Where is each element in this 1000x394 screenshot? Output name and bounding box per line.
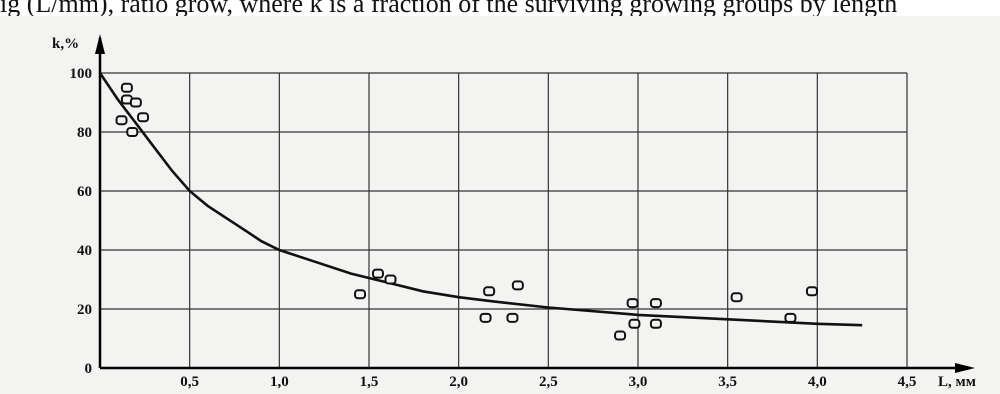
data-point: [126, 127, 139, 137]
data-points: [115, 82, 818, 341]
y-tick-label: 0: [85, 361, 93, 377]
x-axis-label: L, мм: [938, 374, 976, 390]
x-axis-arrow: [955, 363, 975, 373]
data-point: [371, 268, 384, 279]
chart-svg: 0 20 40 60 80 100 0,5 1,0 1,5 2,0 2,5 3,0 3,5 4,0 4,5…: [52, 34, 976, 390]
y-axis-label: k,%: [52, 36, 79, 52]
x-tick-label: 1,5: [360, 374, 379, 390]
x-tick-label: 0,5: [180, 374, 199, 390]
data-point: [805, 286, 818, 297]
data-point: [730, 292, 743, 303]
data-point: [483, 286, 496, 297]
data-point: [354, 289, 367, 300]
x-tick-label: 1,0: [270, 374, 289, 390]
data-point: [784, 312, 797, 323]
y-tick-label: 40: [77, 243, 92, 259]
chart-area: 0 20 40 60 80 100 0,5 1,0 1,5 2,0 2,5 3,0 3,5 4,0 4,5…: [0, 16, 1000, 394]
data-point: [511, 280, 524, 291]
grid: [100, 72, 908, 368]
x-tick-label: 2,5: [539, 374, 558, 390]
x-tick-label: 2,0: [449, 374, 468, 390]
x-tick-label: 3,0: [629, 374, 648, 390]
data-point: [479, 312, 492, 323]
x-tick-label: 4,0: [808, 374, 827, 390]
x-tick-label: 3,5: [718, 374, 737, 390]
data-point: [129, 97, 142, 108]
x-ticks: 0,5 1,0 1,5 2,0 2,5 3,0 3,5 4,0 4,5: [180, 374, 916, 390]
y-tick-label: 20: [77, 302, 92, 318]
x-tick-label: 4,5: [898, 374, 917, 390]
data-point: [626, 298, 639, 309]
fit-curve-line: [98, 72, 863, 327]
data-point: [115, 115, 128, 126]
y-tick-label: 80: [77, 125, 92, 141]
data-point: [120, 82, 133, 93]
data-point: [506, 312, 519, 323]
data-point: [628, 318, 641, 329]
fit-curve: [98, 72, 863, 327]
caption-fragment: ig (L/mm), ratio grow, where k is a frac…: [0, 0, 898, 16]
y-ticks: 0 20 40 60 80 100: [70, 66, 93, 377]
y-axis-arrow: [95, 34, 105, 54]
data-point: [649, 298, 662, 309]
y-tick-label: 100: [70, 66, 93, 82]
axes: [95, 34, 975, 373]
cropped-caption-line: ig (L/mm), ratio grow, where k is a frac…: [0, 0, 1000, 16]
y-tick-label: 60: [77, 184, 92, 200]
data-point: [384, 274, 397, 285]
data-point: [649, 318, 662, 329]
data-point: [137, 112, 150, 123]
data-point: [614, 330, 627, 341]
